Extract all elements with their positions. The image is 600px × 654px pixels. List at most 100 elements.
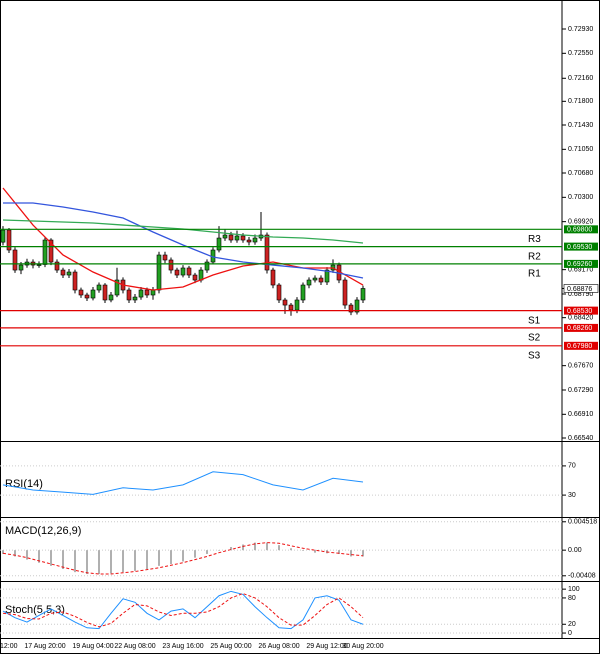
y-tick-label: 0.67670 xyxy=(568,363,593,370)
candle-body xyxy=(276,284,282,301)
candle-body xyxy=(216,237,222,251)
y-tick-label: 80 xyxy=(568,595,576,602)
macd-bar xyxy=(2,550,4,554)
macd-bar xyxy=(206,550,208,554)
level-tag-label: 0.68260 xyxy=(567,325,592,332)
level-name: S2 xyxy=(528,333,541,344)
candle-body xyxy=(300,284,306,301)
level-tag-label: 0.67980 xyxy=(567,343,592,350)
y-tick-label: 70 xyxy=(568,463,576,470)
candle-body xyxy=(126,289,132,301)
level-tag xyxy=(564,225,598,234)
y-tick-label: -0.00408 xyxy=(568,573,596,580)
x-tick-label: 29 Aug 12:00 xyxy=(306,643,347,650)
y-tick-label: 0.70300 xyxy=(568,194,593,201)
candle-body xyxy=(234,235,240,241)
y-tick-label: 0.71430 xyxy=(568,122,593,129)
candle-body xyxy=(246,239,252,243)
candle-body xyxy=(342,279,348,306)
candle-body xyxy=(318,277,324,283)
y-tick-label: 0.69920 xyxy=(568,218,593,225)
indicator-line xyxy=(2,590,364,630)
candle-body xyxy=(354,299,360,313)
candle-body xyxy=(132,296,138,301)
candle-body xyxy=(0,229,6,243)
x-tick-label: 26 Aug 08:00 xyxy=(258,643,299,650)
candle-body xyxy=(288,304,294,311)
macd-bar xyxy=(134,550,136,571)
macd-bar xyxy=(314,550,316,553)
candle-body xyxy=(204,261,210,271)
x-tick-label: 30 Aug 20:00 xyxy=(342,643,383,650)
candle-body xyxy=(84,294,90,299)
macd-bar xyxy=(194,550,196,558)
macd-bar xyxy=(122,550,124,573)
y-tick-label: 0.00 xyxy=(568,547,582,554)
y-tick-label: 20 xyxy=(568,621,576,628)
candle-body xyxy=(192,274,198,281)
panel-title: Stoch(5,5,3) xyxy=(5,604,65,616)
last-price-label: 0.68876 xyxy=(567,286,592,293)
macd-bar xyxy=(338,550,340,554)
candle-body xyxy=(54,261,60,271)
candle-body xyxy=(324,269,330,283)
indicator-line xyxy=(2,471,364,495)
macd-bar xyxy=(218,550,220,551)
candle-body xyxy=(102,284,108,301)
y-tick-label: 0.72930 xyxy=(568,26,593,33)
macd-bar xyxy=(146,550,148,570)
moving-average xyxy=(3,202,364,279)
macd-bar xyxy=(290,548,292,551)
candle-body xyxy=(60,269,66,276)
macd-bar xyxy=(170,550,172,564)
level-tag-label: 0.68530 xyxy=(567,308,592,315)
candle-body xyxy=(66,271,72,276)
macd-bar xyxy=(98,550,100,575)
candle-body xyxy=(228,234,234,241)
candle-body xyxy=(186,267,192,276)
candle-body xyxy=(282,299,288,306)
candle-body xyxy=(114,279,120,296)
macd-bar xyxy=(158,550,160,566)
level-name: R3 xyxy=(528,234,541,245)
level-tag-label: 0.69800 xyxy=(567,227,592,234)
y-tick-label: 0.67290 xyxy=(568,387,593,394)
y-tick-label: 0.66540 xyxy=(568,435,593,442)
candle-body xyxy=(156,254,162,291)
macd-bar xyxy=(38,550,40,563)
candle-body xyxy=(264,234,270,271)
candle-body xyxy=(360,288,366,301)
y-tick-label: 0.004518 xyxy=(568,519,597,526)
candle-body xyxy=(348,304,354,313)
macd-bar xyxy=(86,550,88,575)
candle-body xyxy=(270,269,276,286)
macd-bar xyxy=(278,545,280,551)
macd-bar xyxy=(182,550,184,562)
candle-body xyxy=(42,239,48,265)
macd-bar xyxy=(254,542,256,551)
macd-bar xyxy=(14,550,16,557)
macd-bar xyxy=(362,550,364,557)
y-tick-label: 30 xyxy=(568,492,576,499)
candle-body xyxy=(12,249,18,271)
candle-body xyxy=(240,235,246,241)
candle-body xyxy=(180,267,186,276)
x-tick-label: 19 Aug 04:00 xyxy=(72,643,113,650)
macd-bar xyxy=(302,550,304,551)
y-tick-label: 0.72160 xyxy=(568,75,593,82)
y-tick-label: 0 xyxy=(568,630,572,637)
level-tag-label: 0.69530 xyxy=(567,244,592,251)
x-tick-label: 25 Aug 00:00 xyxy=(210,643,251,650)
candle-body xyxy=(162,254,168,261)
candle-body xyxy=(48,239,54,263)
y-tick-label: 0.69170 xyxy=(568,267,593,274)
level-tag xyxy=(564,259,598,268)
level-tag xyxy=(564,323,598,332)
candle-body xyxy=(150,289,156,296)
candle-body xyxy=(96,284,102,291)
panel-title: MACD(12,26,9) xyxy=(5,525,81,537)
x-tick-label: 12:00 xyxy=(0,643,18,650)
